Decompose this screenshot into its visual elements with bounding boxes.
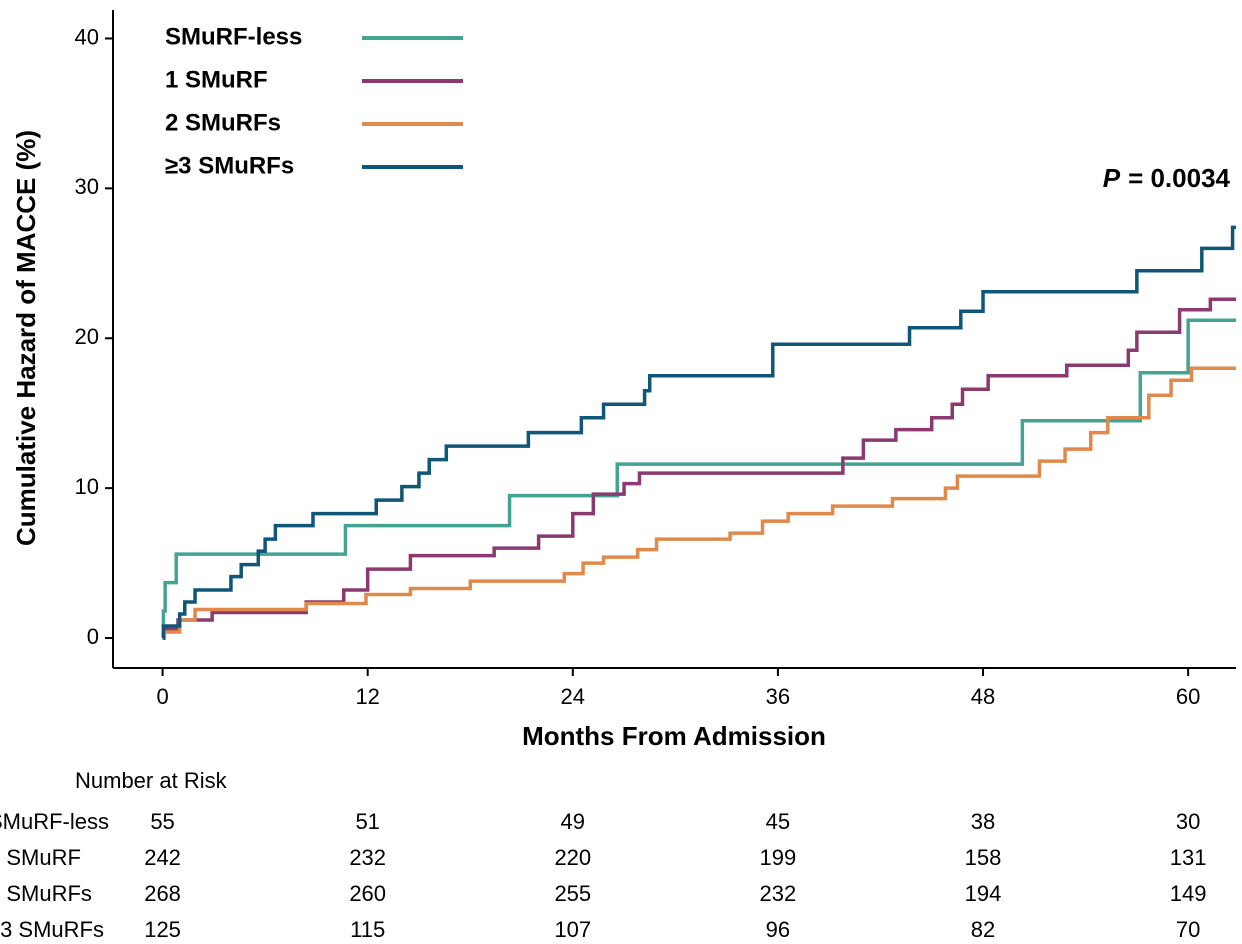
- risk-count: 194: [965, 881, 1002, 906]
- step-line: [161, 225, 1236, 640]
- p-symbol: P: [1103, 163, 1121, 193]
- risk-count: 70: [1176, 917, 1200, 942]
- risk-count: 96: [766, 917, 790, 942]
- risk-row-label: ≥3 SMuRFs: [0, 917, 104, 942]
- risk-count: 232: [760, 881, 797, 906]
- legend-label: ≥3 SMuRFs: [165, 152, 294, 179]
- risk-count: 268: [144, 881, 181, 906]
- risk-count: 158: [965, 845, 1002, 870]
- risk-count: 82: [971, 917, 995, 942]
- legend-label: SMuRF-less: [165, 23, 302, 50]
- x-tick-label: 0: [156, 684, 168, 709]
- x-tick-label: 12: [355, 684, 379, 709]
- risk-count: 220: [554, 845, 591, 870]
- y-tick-label: 10: [75, 474, 99, 499]
- x-axis-title: Months From Admission: [522, 721, 826, 751]
- p-value: P = 0.0034: [1103, 163, 1231, 193]
- risk-row-label: SMuRF-less: [0, 809, 109, 834]
- p-text: = 0.0034: [1128, 163, 1230, 193]
- risk-count: 55: [150, 809, 174, 834]
- y-tick-label: 40: [75, 24, 99, 49]
- risk-count: 49: [561, 809, 585, 834]
- risk-count: 149: [1170, 881, 1207, 906]
- y-tick-label: 30: [75, 174, 99, 199]
- x-tick-label: 60: [1176, 684, 1200, 709]
- x-tick-label: 48: [971, 684, 995, 709]
- y-tick-label: 0: [87, 624, 99, 649]
- risk-count: 199: [760, 845, 797, 870]
- legend-label: 2 SMuRFs: [165, 109, 281, 136]
- step-line: [161, 318, 1236, 640]
- risk-count: 131: [1170, 845, 1207, 870]
- y-axis-title: Cumulative Hazard of MACCE (%): [11, 130, 41, 546]
- step-line: [162, 366, 1236, 640]
- step-line: [162, 297, 1236, 640]
- risk-count: 51: [355, 809, 379, 834]
- risk-count: 107: [554, 917, 591, 942]
- risk-row-label: 1 SMuRF: [0, 845, 81, 870]
- risk-table-title: Number at Risk: [75, 768, 228, 793]
- risk-count: 255: [554, 881, 591, 906]
- risk-count: 125: [144, 917, 181, 942]
- y-tick-label: 20: [75, 324, 99, 349]
- risk-count: 45: [766, 809, 790, 834]
- risk-count: 232: [349, 845, 386, 870]
- risk-count: 30: [1176, 809, 1200, 834]
- risk-count: 38: [971, 809, 995, 834]
- risk-count: 242: [144, 845, 181, 870]
- x-tick-label: 24: [561, 684, 585, 709]
- risk-row-label: 2 SMuRFs: [0, 881, 92, 906]
- legend-label: 1 SMuRF: [165, 66, 268, 93]
- risk-count: 260: [349, 881, 386, 906]
- x-tick-label: 36: [766, 684, 790, 709]
- risk-count: 115: [350, 917, 385, 942]
